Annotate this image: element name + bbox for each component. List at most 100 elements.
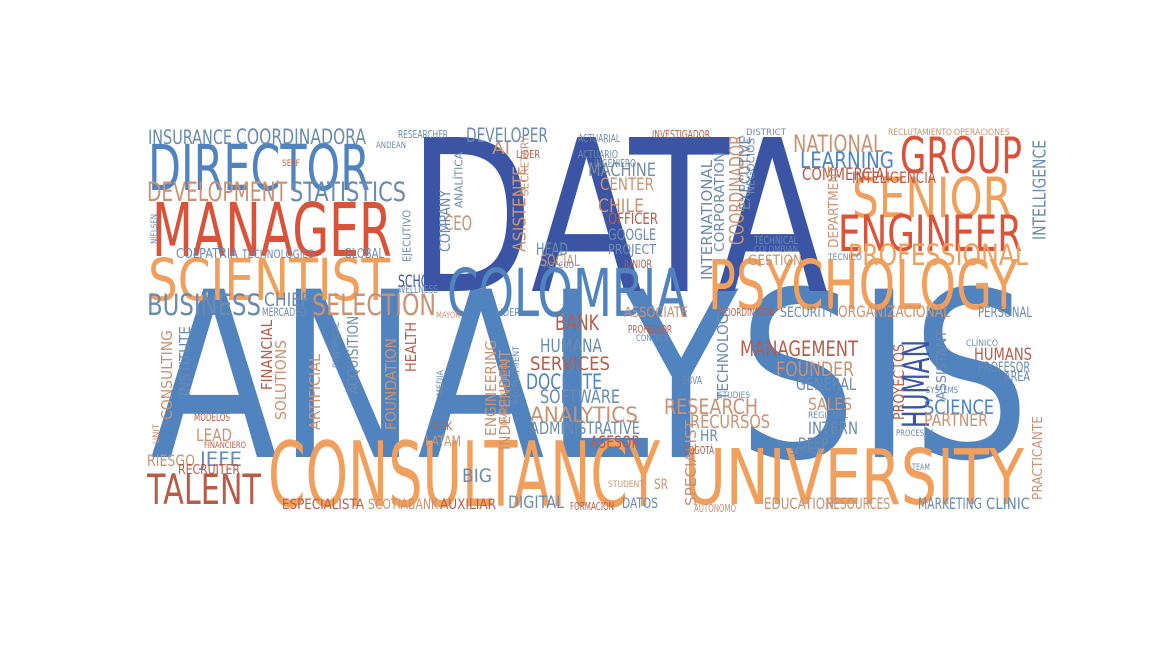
word-formacion: FORMACIÓN [570, 500, 614, 513]
word-marketing: MARKETING [918, 494, 982, 513]
word-nielsen: NIELSEN [150, 214, 160, 244]
word-risk: RISK [432, 419, 453, 433]
word-scientist: SCIENTIST [148, 246, 390, 314]
word-bank: BANK [555, 310, 600, 335]
word-professor: PROFESSOR [628, 324, 672, 336]
word-group: GROUP [900, 126, 1022, 185]
word-development: DEVELOPMENT [147, 177, 288, 208]
word-adecco: ADECCO [544, 260, 574, 271]
word-humans: HUMANS [974, 345, 1032, 365]
word-self: SELF [282, 158, 300, 169]
word-corporation: CORPORATION [713, 152, 728, 252]
word-resources: RESOURCES [826, 494, 890, 513]
word-lider: LIDER [496, 307, 520, 319]
word-ejecutivo: EJECUTIVO [401, 210, 414, 262]
word-auxiliar: AUXILIAR [440, 497, 496, 513]
word-lead: LEAD [196, 426, 232, 446]
word-scotiabank: SCOTIABANK [368, 497, 438, 513]
word-especialista: ESPECIALISTA [282, 497, 364, 513]
word-technical: TECHNICAL [753, 235, 798, 247]
word-coordinator: COORDINATOR [720, 307, 774, 319]
word-coordinadora: COORDINADORA [236, 124, 366, 149]
word-sr: SR [654, 477, 668, 493]
word-national: NATIONAL [793, 130, 884, 158]
word-engineer: ENGINEER [838, 204, 1022, 263]
word-hr: HR [700, 426, 718, 445]
word-selection: SELECTION [312, 288, 436, 322]
word-data: DATA [408, 95, 828, 341]
word-consulting: CONSULTING [158, 330, 176, 420]
word-actuario: ACTUARIO [578, 149, 618, 161]
word-digital: DIGITAL [508, 493, 564, 513]
word-operaciones: OPERACIONES [954, 127, 1010, 138]
word-procesos: PROCESOS [896, 428, 934, 439]
word-health: HEALTH [402, 322, 420, 372]
word-technologies: TECHNOLOGIES [241, 247, 314, 261]
word-company: COMPANY [436, 190, 454, 252]
word-software: SOFTWARE [540, 387, 620, 408]
word-asesor: ASESOR [590, 433, 640, 453]
word-security: SECURITY [780, 305, 834, 321]
word-financial: FINANCIAL [258, 320, 276, 390]
word-international: INTERNATIONAL [698, 160, 716, 280]
word-talent: TALENT [146, 465, 261, 514]
word-docente: DOCENTE [526, 369, 602, 394]
word-project: PROJECT [608, 243, 657, 258]
word-statistics: STATISTICS [290, 177, 406, 208]
word-investigador: INVESTIGADOR [652, 129, 710, 141]
word-insurance: INSURANCE [148, 126, 232, 149]
word-junior: JUNIOR [623, 257, 652, 271]
word-jefe: JEFE [198, 448, 242, 471]
word-psychology: PSYCHOLOGY [708, 246, 1019, 326]
word-global: GLOBAL [344, 247, 384, 262]
word-acquisition: ACQUISITION [344, 316, 362, 394]
word-services: SERVICES [530, 354, 610, 375]
word-department: DEPARTMENT [827, 165, 842, 248]
word-founder: FOUNDER [776, 358, 854, 381]
word-asistente: ASISTENTE [511, 166, 531, 252]
word-artificial: ARTIFICIAL [306, 354, 324, 430]
word-administrative: ADMINISTRATIVE [530, 419, 640, 439]
word-inteligencia: INTELIGENCIA [852, 168, 936, 187]
word-director: DIRECTOR [148, 131, 370, 205]
word-assistant: ASSISTANT [935, 329, 950, 400]
word-ai: AI [492, 139, 510, 159]
word-analysis: ANALYSIS [150, 244, 1030, 512]
word-media: MEDIA [436, 370, 446, 396]
word-commercial: COMMERCIAL [802, 165, 892, 185]
word-institute: INSTITUTE [176, 326, 194, 396]
word-colombian: COLOMBIAN [754, 244, 798, 255]
word-independent: INDEPENDENT [496, 349, 514, 450]
word-machine: MACHINE [588, 160, 656, 181]
word-latam: LATAM [425, 434, 461, 450]
word-intelligence: INTELLIGENCE [1031, 140, 1051, 240]
word-gestion: GESTION [748, 253, 802, 269]
word-financiero: FINANCIERO [204, 440, 246, 451]
word-head: HEAD [536, 240, 568, 260]
word-analitica: ANALÍTICA [453, 152, 466, 208]
word-university: UNIVERSITY [684, 434, 1024, 523]
word-center: CENTER [600, 175, 654, 195]
word-organizacional: ORGANIZACIONAL [838, 302, 950, 321]
word-developer: DEVELOPER [466, 124, 548, 147]
word-senior: SENIOR [852, 167, 1012, 231]
word-team: TEAM [911, 462, 930, 473]
word-learning: LEARNING [800, 148, 894, 174]
word-manager: MANAGER [152, 188, 392, 274]
word-studies: STUDIES [718, 390, 750, 401]
word-recursos: RECURSOS [690, 412, 770, 433]
word-officer: OFFICER [608, 209, 658, 228]
word-investigations: INVESTIGATIONS [500, 358, 510, 428]
word-lider: LÍDER [516, 148, 540, 161]
word-district: DISTRICT [746, 127, 786, 138]
word-associate: ASSOCIATE [624, 305, 688, 321]
word-chief: CHIEF [264, 290, 310, 311]
word-riesgo: RIESGO [147, 451, 195, 470]
word-management: MANAGEMENT [740, 336, 858, 361]
word-social: SOCIAL [540, 251, 580, 270]
word-actuarial: ACTUARIAL [578, 133, 620, 145]
word-analytics: ANALYTICS [530, 402, 638, 427]
word-negocios: NEGOCIOS [745, 138, 758, 194]
word-practicante: PRACTICANTE [1031, 416, 1046, 500]
